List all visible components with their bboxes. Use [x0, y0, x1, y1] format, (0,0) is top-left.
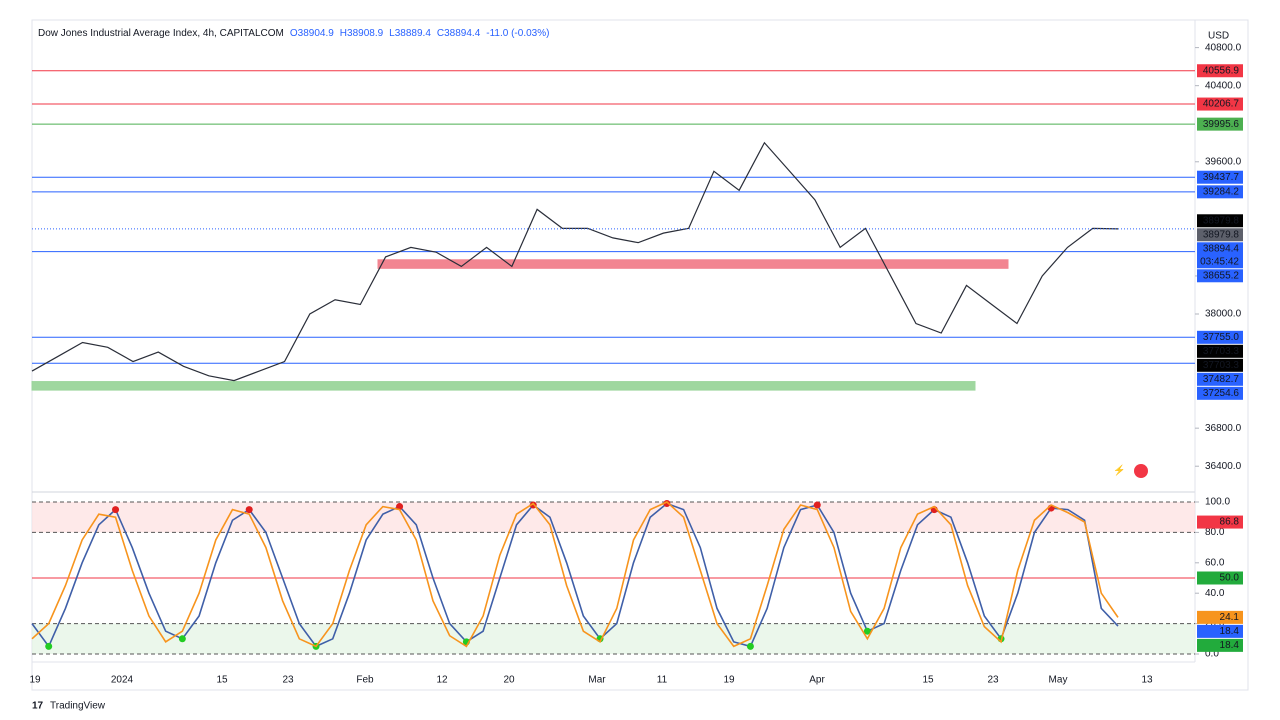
price-tag-label: 86.8: [1220, 517, 1240, 528]
peak-dot: [112, 506, 120, 514]
peak-dot: [245, 506, 253, 514]
y-tick-label: 80.0: [1205, 527, 1225, 538]
price-tag: [1197, 330, 1243, 344]
price-tag-label: 38979.8: [1203, 215, 1240, 226]
currency: USD: [1208, 31, 1229, 42]
peak-dot: [396, 503, 404, 511]
price-tag: [1197, 170, 1243, 184]
price-tag: [1197, 515, 1243, 529]
zone: [377, 259, 1009, 269]
zone: [31, 381, 976, 391]
y-tick-label: 40.0: [1205, 588, 1225, 599]
x-tick-label: Feb: [356, 675, 374, 686]
countdown: 03:45:42: [1200, 256, 1239, 267]
ohlc-value: O38904.9: [290, 28, 334, 39]
zone-band: [32, 502, 1195, 533]
price-tag-label: 38979.8: [1203, 229, 1240, 240]
main-pane: 36400.036800.038000.038400.039600.040400…: [31, 42, 1243, 472]
trough-dot: [178, 635, 186, 643]
price-tag-label: 37755.0: [1203, 332, 1240, 343]
x-tick-label: 19: [723, 675, 735, 686]
price-tag-label: 39995.6: [1203, 119, 1240, 130]
price-tag: [1197, 624, 1243, 638]
x-tick-label: Apr: [809, 675, 825, 686]
price-tag: [1197, 386, 1243, 400]
x-tick-label: 15: [216, 675, 228, 686]
y-tick-label: 0.0: [1205, 649, 1219, 660]
price-tag-label: 38655.2: [1203, 270, 1240, 281]
price-tag: [1197, 638, 1243, 652]
x-tick-label: 11: [657, 675, 668, 686]
price-tag: [1197, 372, 1243, 386]
price-tag: [1197, 97, 1243, 111]
peak-dot: [813, 501, 821, 509]
price-tag-label: 37703.3: [1203, 346, 1240, 357]
price-tag: [1197, 242, 1243, 269]
zone-band: [32, 623, 1195, 654]
footer-brand: TradingView: [50, 701, 106, 712]
price-tag-label: 37482.7: [1203, 374, 1240, 385]
y-tick-label: 100.0: [1205, 497, 1230, 508]
price-tag-label: 18.4: [1220, 626, 1240, 637]
x-tick-label: 23: [282, 675, 294, 686]
trough-dot: [863, 627, 871, 635]
price-tag-label: 18.4: [1220, 640, 1240, 651]
symbol-title: Dow Jones Industrial Average Index, 4h, …: [38, 28, 284, 39]
x-tick-label: 12: [436, 675, 448, 686]
price-tag-label: 50.0: [1220, 573, 1240, 584]
price-tag: [1197, 269, 1243, 283]
oscillator-pane: 0.020.040.060.080.0100.086.850.024.118.4…: [31, 497, 1243, 660]
price-tag-label: 39284.2: [1203, 186, 1240, 197]
flag-icon[interactable]: [1134, 464, 1148, 478]
price-tag-label: 24.1: [1220, 612, 1240, 623]
price-tag: [1197, 571, 1243, 585]
price-tag: [1197, 185, 1243, 199]
price-tag: [1197, 358, 1243, 372]
price-tag: [1197, 610, 1243, 624]
x-tick-label: 15: [922, 675, 934, 686]
price-tag: [1197, 214, 1243, 228]
y-tick-label: 38000.0: [1205, 309, 1242, 320]
x-tick-label: 2024: [111, 675, 134, 686]
trough-dot: [746, 642, 754, 650]
price-tag-label: 39437.7: [1203, 172, 1240, 183]
y-tick-label: 40800.0: [1205, 42, 1242, 53]
price-tag: [1197, 344, 1243, 358]
x-tick-label: 13: [1141, 675, 1153, 686]
y-tick-label: 39600.0: [1205, 156, 1242, 167]
trough-dot: [45, 642, 53, 650]
price-tag-label: 40206.7: [1203, 99, 1240, 110]
ohlc-value: -11.0 (-0.03%): [486, 28, 549, 39]
y-tick-label: 60.0: [1205, 557, 1225, 568]
price-tag-label: 37703.3: [1203, 360, 1240, 371]
ohlc-value: H38908.9: [340, 28, 384, 39]
price-tag: [1197, 64, 1243, 78]
series-line: [31, 501, 1119, 648]
y-tick-label: 36400.0: [1205, 461, 1242, 472]
chart-frame: [31, 19, 1249, 691]
price-tag: [1197, 228, 1243, 242]
y-tick-label: 36800.0: [1205, 423, 1242, 434]
y-tick-label: 40400.0: [1205, 80, 1242, 91]
icon[interactable]: ⚡: [1113, 464, 1125, 477]
peak-dot: [663, 500, 671, 508]
x-tick-label: Mar: [588, 675, 606, 686]
x-tick-label: 20: [503, 675, 515, 686]
logo: 17: [32, 701, 44, 712]
series-line: [31, 141, 1119, 382]
x-tick-label: 19: [29, 675, 41, 686]
price-tag-label: 40556.9: [1203, 65, 1240, 76]
x-tick-label: 23: [987, 675, 999, 686]
ohlc-value: L38889.4: [389, 28, 431, 39]
ohlc-value: C38894.4: [437, 28, 481, 39]
price-tag-label: 38894.4: [1203, 243, 1240, 254]
chart-header: Dow Jones Industrial Average Index, 4h, …: [38, 28, 549, 39]
price-tag-label: 37254.6: [1203, 388, 1240, 399]
x-tick-label: May: [1049, 675, 1068, 686]
price-tag: [1197, 117, 1243, 131]
